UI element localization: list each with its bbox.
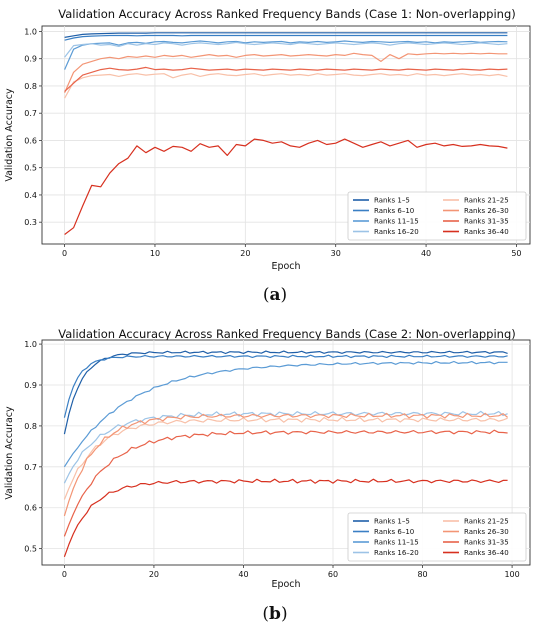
x-tick-label: 60: [328, 570, 338, 579]
panel-a-label: (a): [263, 285, 287, 305]
y-tick-label: 0.6: [24, 504, 37, 513]
series-line: [64, 66, 508, 92]
series-line: [64, 32, 508, 38]
legend-label: Ranks 16–20: [374, 228, 419, 236]
x-axis-label: Epoch: [271, 579, 300, 590]
legend-label: Ranks 21–25: [464, 197, 509, 205]
legend-label: Ranks 31–35: [464, 218, 509, 226]
series-line: [63, 416, 508, 500]
y-axis-label: Validation Accuracy: [4, 88, 15, 182]
legend-box: [347, 512, 527, 562]
panel-b-chart: Validation Accuracy Across Ranked Freque…: [4, 327, 531, 590]
y-tick-label: 0.5: [24, 545, 37, 554]
panel-a-letter: a: [269, 285, 280, 305]
chart-title: Validation Accuracy Across Ranked Freque…: [58, 7, 516, 21]
y-tick-label: 1.0: [24, 27, 37, 36]
x-tick-label: 40: [238, 570, 248, 579]
series-line: [64, 52, 508, 94]
y-tick-label: 0.9: [24, 55, 37, 64]
y-tick-label: 1.0: [24, 340, 37, 349]
series-group: [64, 32, 508, 235]
series-line: [63, 354, 508, 418]
legend-label: Ranks 1–5: [374, 518, 410, 526]
x-tick-label: 50: [511, 249, 521, 258]
series-group: [63, 350, 508, 558]
x-tick-label: 40: [421, 249, 431, 258]
series-line: [63, 410, 508, 484]
series-line: [64, 41, 508, 58]
panel-b-label: (b): [262, 604, 287, 624]
y-tick-label: 0.9: [24, 381, 37, 390]
y-tick-label: 0.6: [24, 136, 37, 145]
y-tick-label: 0.4: [24, 191, 37, 200]
x-tick-label: 80: [417, 570, 427, 579]
legend-label: Ranks 21–25: [464, 518, 509, 526]
x-tick-label: 0: [62, 249, 67, 258]
series-line: [63, 350, 508, 435]
panel-a-chart: Validation Accuracy Across Ranked Freque…: [4, 7, 531, 272]
y-tick-label: 0.8: [24, 82, 37, 91]
y-tick-label: 0.5: [24, 164, 37, 173]
ticks-group: 0 10 20 30 40 50 0.3 0.4 0.5 0.6 0.7 0.8 0.9 1.0: [24, 27, 521, 258]
series-line: [64, 34, 508, 41]
legend-label: Ranks 11–15: [374, 218, 419, 226]
legend-label: Ranks 16–20: [374, 549, 419, 557]
legend-label: Ranks 11–15: [374, 539, 419, 547]
series-line: [63, 429, 508, 537]
ticks-group: 0 20 40 60 80 100 0.5 0.6 0.7 0.8 0.9 1.0: [24, 340, 519, 579]
x-tick-label: 30: [331, 249, 341, 258]
y-axis-label: Validation Accuracy: [4, 406, 15, 500]
series-line: [64, 138, 508, 235]
legend-box: [347, 191, 527, 241]
x-tick-label: 100: [504, 570, 519, 579]
x-tick-label: 20: [149, 570, 159, 579]
y-tick-label: 0.3: [24, 218, 37, 227]
panel-b-letter: b: [269, 604, 281, 624]
x-tick-label: 10: [150, 249, 160, 258]
legend: Ranks 1–5 Ranks 6–10 Ranks 11–15 Ranks 16–2…: [347, 512, 527, 562]
x-tick-label: 0: [62, 570, 67, 579]
legend: Ranks 1–5 Ranks 6–10 Ranks 11–15 Ranks 16–2…: [347, 191, 527, 241]
legend-label: Ranks 36–40: [464, 549, 509, 557]
legend-label: Ranks 26–30: [464, 528, 509, 536]
legend-label: Ranks 1–5: [374, 197, 410, 205]
legend-label: Ranks 6–10: [374, 207, 414, 215]
y-tick-label: 0.7: [24, 109, 37, 118]
chart-title: Validation Accuracy Across Ranked Freque…: [58, 327, 516, 341]
x-tick-label: 20: [240, 249, 250, 258]
legend-label: Ranks 36–40: [464, 228, 509, 236]
series-line: [64, 73, 508, 99]
legend-label: Ranks 31–35: [464, 539, 509, 547]
legend-label: Ranks 6–10: [374, 528, 414, 536]
y-tick-label: 0.7: [24, 463, 37, 472]
series-line: [63, 478, 508, 558]
series-line: [63, 412, 508, 517]
legend-label: Ranks 26–30: [464, 207, 509, 215]
series-line: [63, 360, 508, 468]
x-axis-label: Epoch: [271, 261, 300, 272]
grid: [42, 340, 530, 565]
y-tick-label: 0.8: [24, 422, 37, 431]
series-line: [64, 40, 508, 70]
